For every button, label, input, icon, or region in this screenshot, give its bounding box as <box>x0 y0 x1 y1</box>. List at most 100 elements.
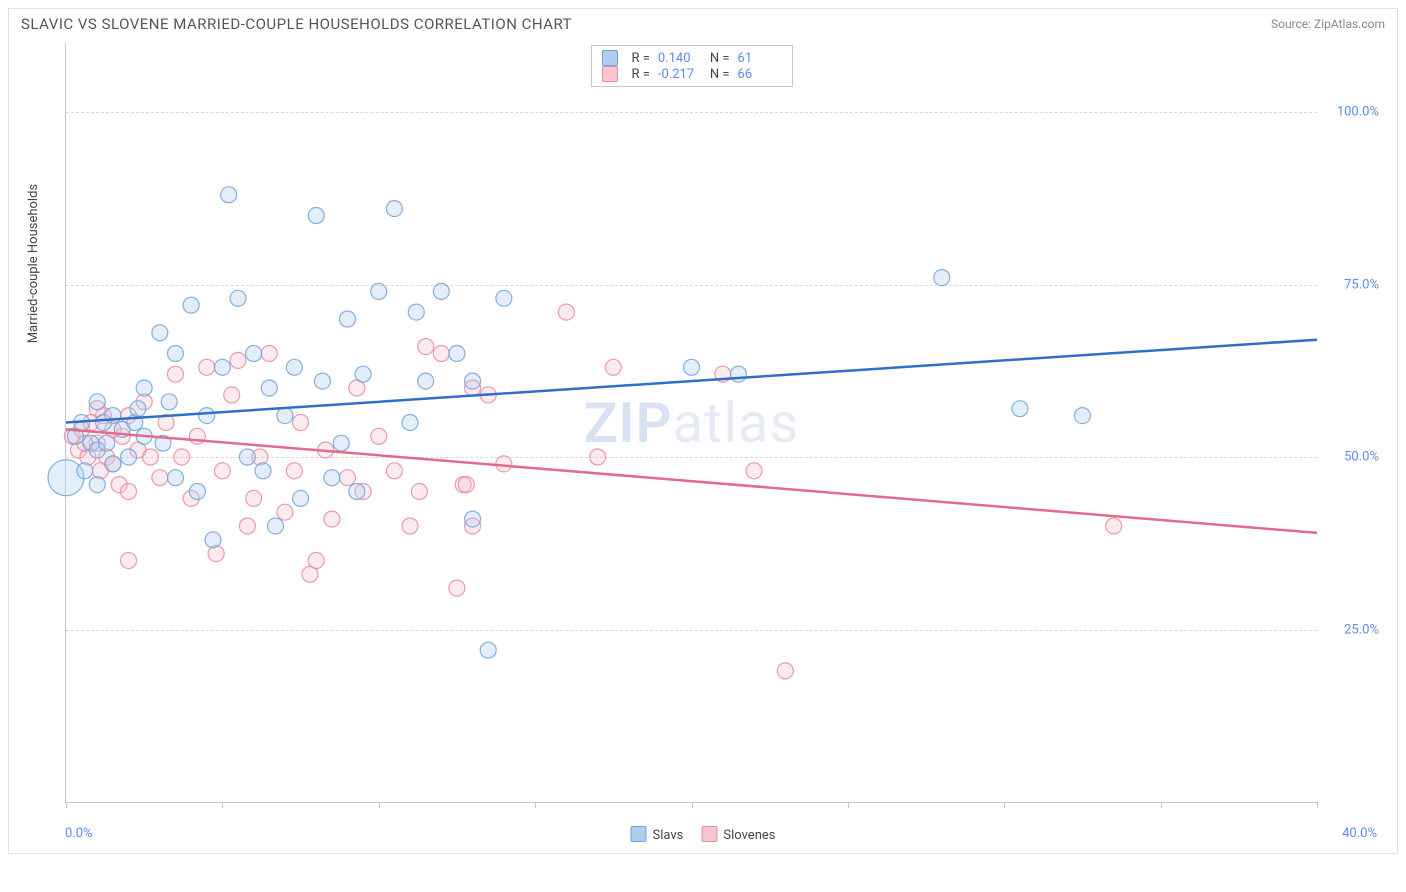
source-prefix: Source: <box>1271 17 1314 31</box>
point-slovenes <box>386 463 402 479</box>
point-slavs <box>433 283 449 299</box>
point-slovenes <box>261 346 277 362</box>
xtick <box>848 802 849 808</box>
point-slavs <box>408 304 424 320</box>
point-slovenes <box>1106 518 1122 534</box>
point-slavs <box>934 270 950 286</box>
point-slavs <box>268 518 284 534</box>
point-slavs <box>105 456 121 472</box>
point-slovenes <box>277 504 293 520</box>
point-slovenes <box>605 359 621 375</box>
n-value-slavs: 61 <box>738 51 782 66</box>
point-slovenes <box>167 366 183 382</box>
point-slavs <box>355 366 371 382</box>
point-slovenes <box>371 428 387 444</box>
point-slovenes <box>449 580 465 596</box>
point-slavs <box>105 408 121 424</box>
n-label: N = <box>710 67 730 82</box>
xtick <box>1161 802 1162 808</box>
legend-row-slovenes: R = -0.217 N = 66 <box>601 66 781 82</box>
point-slavs <box>277 408 293 424</box>
point-slovenes <box>558 304 574 320</box>
point-slovenes <box>496 456 512 472</box>
point-slovenes <box>224 387 240 403</box>
point-slavs <box>189 484 205 500</box>
chart-container: SLAVIC VS SLOVENE MARRIED-COUPLE HOUSEHO… <box>8 8 1398 854</box>
point-slavs <box>386 201 402 217</box>
point-slovenes <box>411 484 427 500</box>
point-slavs <box>161 394 177 410</box>
legend-row-slavs: R = 0.140 N = 61 <box>601 50 781 66</box>
xtick <box>379 802 380 808</box>
point-slovenes <box>214 463 230 479</box>
point-slovenes <box>293 415 309 431</box>
point-slovenes <box>746 463 762 479</box>
legend-swatch-icon <box>631 826 647 842</box>
ytick-label: 100.0% <box>1327 105 1379 120</box>
xtick <box>66 802 67 808</box>
point-slovenes <box>339 470 355 486</box>
xtick <box>222 802 223 808</box>
legend-label-slavs: Slavs <box>653 828 684 843</box>
xtick <box>692 802 693 808</box>
point-slovenes <box>142 449 158 465</box>
point-slavs <box>449 346 465 362</box>
point-slavs <box>684 359 700 375</box>
ytick-label: 50.0% <box>1327 450 1379 465</box>
point-slovenes <box>174 449 190 465</box>
point-slavs <box>167 470 183 486</box>
point-slavs <box>418 373 434 389</box>
legend-label-slovenes: Slovenes <box>723 828 775 843</box>
point-slavs <box>371 283 387 299</box>
x-axis-min: 0.0% <box>65 826 93 841</box>
point-slavs <box>255 463 271 479</box>
source-attribution: Source: ZipAtlas.com <box>1271 17 1385 31</box>
point-slavs <box>333 435 349 451</box>
point-slovenes <box>121 484 137 500</box>
point-slavs <box>402 415 418 431</box>
chart-title: SLAVIC VS SLOVENE MARRIED-COUPLE HOUSEHO… <box>21 15 572 33</box>
point-slavs <box>324 470 340 486</box>
r-value-slavs: 0.140 <box>658 51 702 66</box>
point-slavs <box>130 401 146 417</box>
point-slavs <box>152 325 168 341</box>
r-label: R = <box>631 67 649 82</box>
point-slavs <box>314 373 330 389</box>
point-slavs <box>730 366 746 382</box>
point-slavs <box>246 346 262 362</box>
scatter-plot-area: Married-couple Households ZIPatlas R = 0… <box>65 43 1317 803</box>
point-slovenes <box>418 339 434 355</box>
legend-swatch-slovenes <box>601 66 617 82</box>
n-value-slovenes: 66 <box>738 67 782 82</box>
point-slovenes <box>433 346 449 362</box>
ytick-label: 25.0% <box>1327 622 1379 637</box>
scatter-svg-layer <box>66 43 1317 802</box>
legend-swatch-slavs <box>601 50 617 66</box>
point-slavs <box>205 532 221 548</box>
trendline-slovenes <box>66 429 1317 533</box>
legend-item-slavs: Slavs <box>631 826 684 843</box>
point-slovenes <box>308 553 324 569</box>
point-slovenes <box>199 359 215 375</box>
point-slovenes <box>230 352 246 368</box>
point-slavs <box>136 380 152 396</box>
point-slavs <box>121 449 137 465</box>
point-slavs <box>339 311 355 327</box>
y-axis-label: Married-couple Households <box>26 183 41 342</box>
point-slavs <box>214 359 230 375</box>
point-slovenes <box>590 449 606 465</box>
r-value-slovenes: -0.217 <box>658 67 702 82</box>
point-slovenes <box>152 470 168 486</box>
xtick <box>1004 802 1005 808</box>
point-slavs <box>167 346 183 362</box>
point-slavs <box>230 290 246 306</box>
point-slovenes <box>246 490 262 506</box>
point-slavs <box>183 297 199 313</box>
point-slavs <box>89 394 105 410</box>
point-slavs <box>465 373 481 389</box>
point-slavs <box>99 435 115 451</box>
point-slavs <box>199 408 215 424</box>
legend-item-slovenes: Slovenes <box>701 826 775 843</box>
xtick <box>1317 802 1318 808</box>
r-label: R = <box>631 51 649 66</box>
